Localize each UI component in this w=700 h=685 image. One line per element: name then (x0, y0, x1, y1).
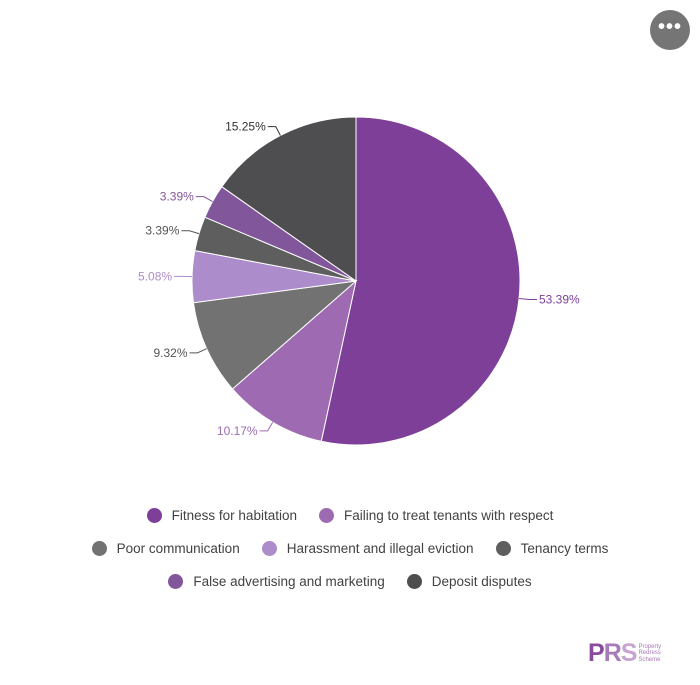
legend-swatch (146, 507, 162, 523)
legend-swatch (91, 540, 107, 556)
legend-swatch (318, 507, 334, 523)
legend-label: Harassment and illegal eviction (286, 540, 474, 556)
label-leader-line (181, 230, 200, 235)
legend-label: Poor communication (116, 540, 240, 556)
data-label-failing-to-treat-tenants-with-respect: 10.17% (217, 424, 258, 438)
data-label-deposit-disputes: 15.25% (225, 120, 266, 134)
legend-item-tenancy-terms[interactable]: Tenancy terms (495, 538, 609, 558)
legend-item-false-advertising-and-marketing[interactable]: False advertising and marketing (168, 571, 385, 591)
legend-item-fitness-for-habitation[interactable]: Fitness for habitation (146, 505, 297, 525)
prs-logo: PRS Property Redress Scheme (588, 641, 661, 666)
logo-subtitle: Property Redress Scheme (638, 643, 662, 663)
label-leader-line (195, 196, 213, 202)
legend-label: False advertising and marketing (193, 573, 385, 589)
pie-slice-deposit-disputes[interactable] (221, 116, 357, 282)
more-options-button[interactable]: ••• (650, 10, 690, 50)
pie-slice-failing-to-treat-tenants-with-respect[interactable] (231, 279, 357, 442)
legend-item-failing-to-treat-tenants-with-respect[interactable]: Failing to treat tenants with respect (318, 505, 554, 525)
logo-letters: PRS (588, 639, 637, 667)
legend-item-poor-communication[interactable]: Poor communication (91, 538, 240, 558)
data-label-tenancy-terms: 3.39% (145, 224, 179, 238)
legend-label: Tenancy terms (520, 540, 609, 556)
label-leader-line (519, 297, 538, 301)
more-horizontal-icon: ••• (657, 16, 682, 38)
label-leader-line (189, 348, 207, 354)
legend-swatch (261, 540, 277, 556)
legend-item-deposit-disputes[interactable]: Deposit disputes (406, 571, 532, 591)
legend-swatch (168, 573, 184, 589)
pie-slice-poor-communication[interactable] (192, 280, 358, 390)
legend-item-harassment-and-illegal-eviction[interactable]: Harassment and illegal eviction (261, 538, 474, 558)
data-label-poor-communication: 9.32% (153, 346, 187, 360)
chart-legend: Fitness for habitation Failing to treat t… (60, 505, 640, 591)
data-label-false-advertising-and-marketing: 3.39% (160, 190, 194, 204)
legend-label: Fitness for habitation (171, 507, 297, 523)
data-label-harassment-and-illegal-eviction: 5.08% (138, 269, 172, 283)
data-label-fitness-for-habitation: 53.39% (539, 293, 580, 307)
legend-label: Deposit disputes (431, 573, 532, 589)
legend-label: Failing to treat tenants with respect (343, 507, 554, 523)
legend-swatch (495, 540, 511, 556)
label-leader-line (259, 422, 274, 432)
label-leader-line (267, 126, 281, 136)
legend-swatch (406, 573, 422, 589)
pie-chart: 53.39% 10.17% 9.32% 5.08% 3.39% 3.39% 15.25% (138, 116, 580, 446)
